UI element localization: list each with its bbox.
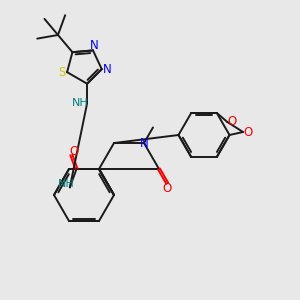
Text: O: O <box>70 146 79 158</box>
Text: NH: NH <box>72 98 89 108</box>
Text: S: S <box>58 66 65 79</box>
Text: NH: NH <box>58 179 75 189</box>
Text: N: N <box>103 63 112 76</box>
Text: O: O <box>228 116 237 128</box>
Text: N: N <box>90 39 99 52</box>
Text: O: O <box>244 125 253 139</box>
Text: N: N <box>140 136 148 149</box>
Text: O: O <box>163 182 172 195</box>
